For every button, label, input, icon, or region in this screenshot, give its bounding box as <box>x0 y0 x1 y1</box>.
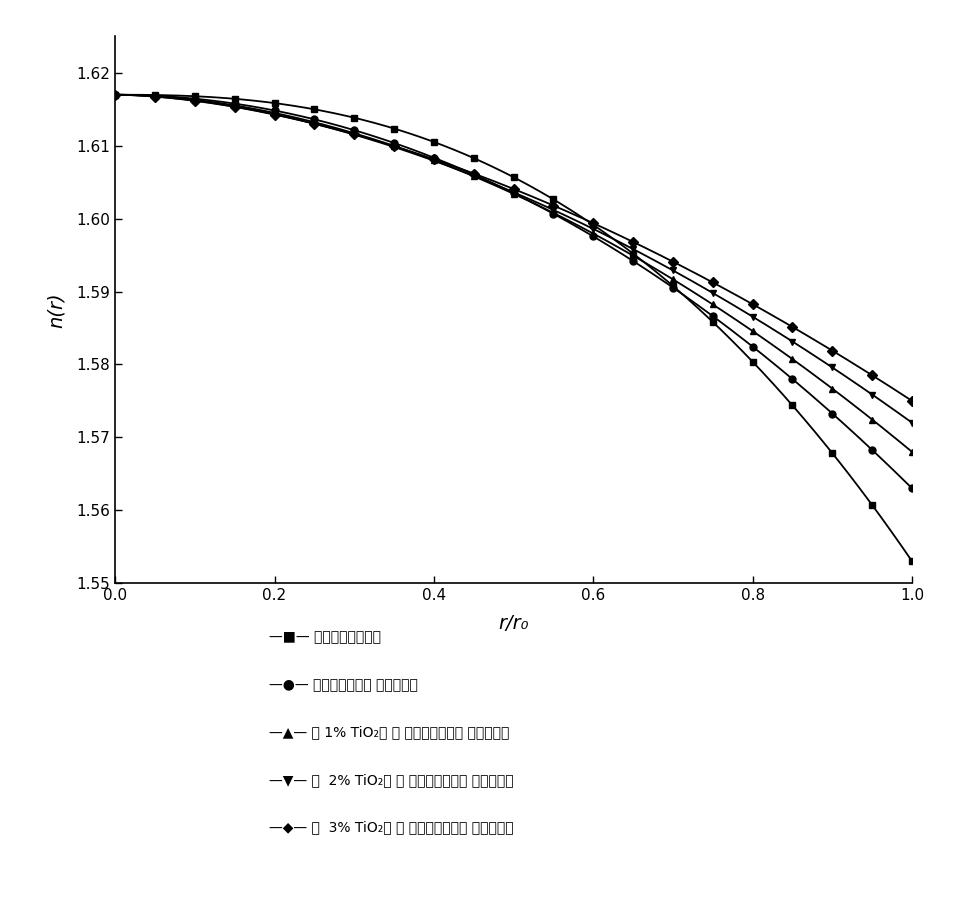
X-axis label: r/r₀: r/r₀ <box>498 614 529 633</box>
Text: —◆— 用  3% TiO₂进 行 二次高子交联层 屈射率分布: —◆— 用 3% TiO₂进 行 二次高子交联层 屈射率分布 <box>269 820 514 834</box>
Text: —●— 一次高子交联层 屈射率分布: —●— 一次高子交联层 屈射率分布 <box>269 678 418 692</box>
Text: —▼— 用  2% TiO₂进 行 二次高子交联层 屈射率分布: —▼— 用 2% TiO₂进 行 二次高子交联层 屈射率分布 <box>269 773 514 787</box>
Text: —■— 理想的屈射率分布: —■— 理想的屈射率分布 <box>269 630 381 645</box>
Text: —▲— 用 1% TiO₂进 行 二次高子交联层 屈射率分布: —▲— 用 1% TiO₂进 行 二次高子交联层 屈射率分布 <box>269 725 509 740</box>
Y-axis label: n(r): n(r) <box>46 292 65 328</box>
